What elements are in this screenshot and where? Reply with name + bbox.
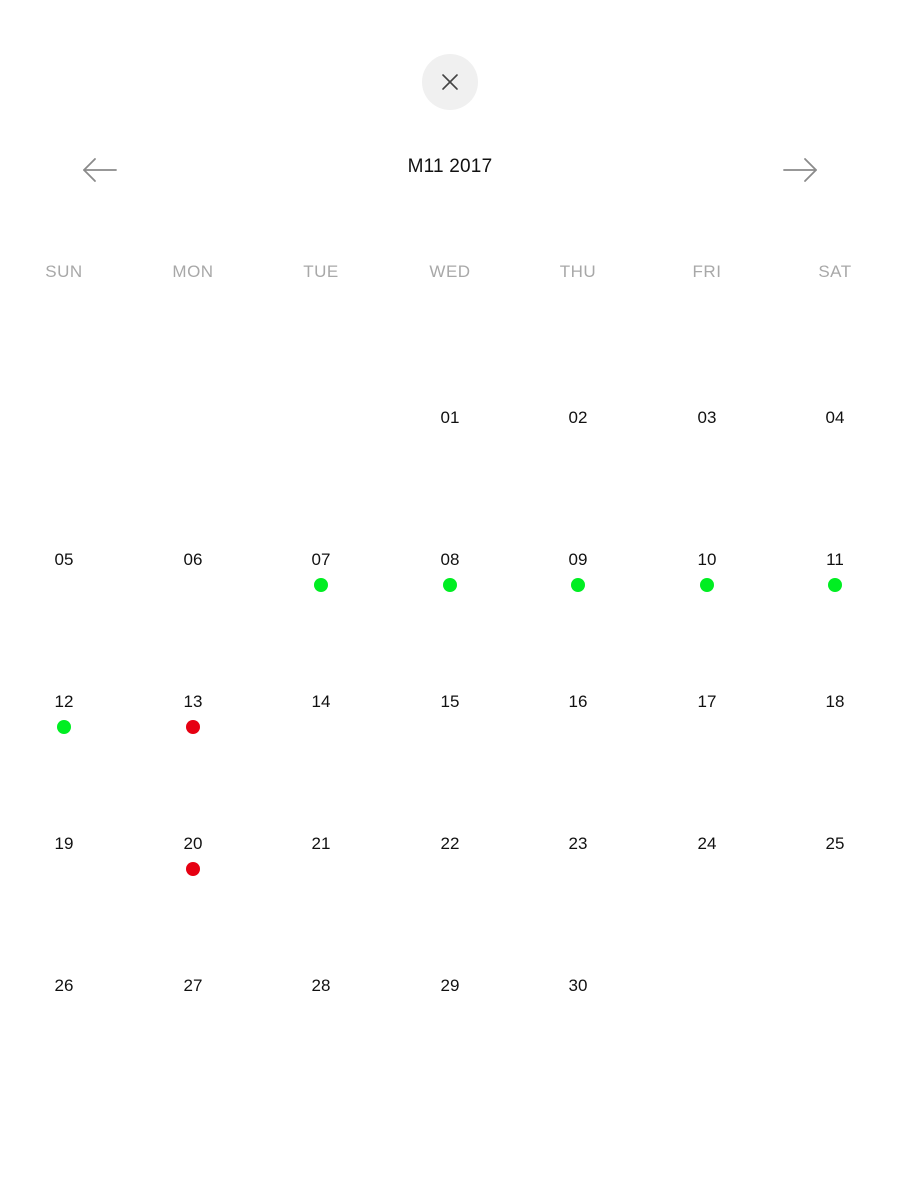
day-number: 05 [54,550,74,569]
day-number: 23 [568,834,588,853]
red-status-dot [186,862,200,876]
day-cell-11[interactable]: 11 [785,550,885,620]
arrow-right-icon [783,158,817,182]
weekday-tue: TUE [303,262,339,281]
day-cell-02[interactable]: 02 [528,408,628,478]
day-cell-25[interactable]: 25 [785,834,885,904]
day-cell-29[interactable]: 29 [400,976,500,1046]
day-cell-04[interactable]: 04 [785,408,885,478]
day-cell-14[interactable]: 14 [271,692,371,762]
day-cell-18[interactable]: 18 [785,692,885,762]
day-number: 03 [697,408,717,427]
day-cell-13[interactable]: 13 [143,692,243,762]
day-cell-19[interactable]: 19 [14,834,114,904]
day-cell-17[interactable]: 17 [657,692,757,762]
green-status-dot [571,578,585,592]
day-number: 26 [54,976,74,995]
day-number: 25 [825,834,845,853]
day-cell-26[interactable]: 26 [14,976,114,1046]
weekday-header-row: SUN MON TUE WED THU FRI SAT [0,262,900,290]
day-number: 20 [183,834,203,853]
green-status-dot [828,578,842,592]
day-number: 18 [825,692,845,711]
day-cell-10[interactable]: 10 [657,550,757,620]
day-cell-08[interactable]: 08 [400,550,500,620]
day-number: 29 [440,976,460,995]
arrow-left-icon [83,158,117,182]
month-header: M11 2017 [0,140,900,200]
day-number: 14 [311,692,331,711]
day-number: 19 [54,834,74,853]
day-cell-27[interactable]: 27 [143,976,243,1046]
day-cell-03[interactable]: 03 [657,408,757,478]
day-number: 11 [826,550,844,569]
day-cell-20[interactable]: 20 [143,834,243,904]
day-number: 13 [183,692,203,711]
weekday-mon: MON [172,262,214,281]
day-cell-15[interactable]: 15 [400,692,500,762]
day-cell-06[interactable]: 06 [143,550,243,620]
day-cell-12[interactable]: 12 [14,692,114,762]
day-cell-22[interactable]: 22 [400,834,500,904]
day-number: 24 [697,834,717,853]
close-button[interactable] [422,54,478,110]
weekday-fri: FRI [692,262,722,281]
weekday-wed: WED [429,262,471,281]
day-cell-30[interactable]: 30 [528,976,628,1046]
day-cell-24[interactable]: 24 [657,834,757,904]
red-status-dot [186,720,200,734]
green-status-dot [314,578,328,592]
previous-month-button[interactable] [80,154,120,186]
day-number: 10 [697,550,717,569]
day-number: 07 [311,550,331,569]
day-number: 04 [825,408,845,427]
day-cell-07[interactable]: 07 [271,550,371,620]
day-cell-01[interactable]: 01 [400,408,500,478]
day-cell-09[interactable]: 09 [528,550,628,620]
green-status-dot [57,720,71,734]
green-status-dot [700,578,714,592]
day-number: 12 [54,692,74,711]
day-number: 08 [440,550,460,569]
month-title: M11 2017 [407,156,493,177]
weekday-sat: SAT [818,262,852,281]
day-number: 09 [568,550,588,569]
day-number: 27 [183,976,203,995]
day-number: 22 [440,834,460,853]
weekday-sun: SUN [45,262,83,281]
day-number: 02 [568,408,588,427]
day-cell-23[interactable]: 23 [528,834,628,904]
next-month-button[interactable] [780,154,820,186]
day-cell-21[interactable]: 21 [271,834,371,904]
green-status-dot [443,578,457,592]
day-number: 06 [183,550,203,569]
day-number: 16 [568,692,588,711]
day-number: 01 [440,408,460,427]
day-cell-28[interactable]: 28 [271,976,371,1046]
day-number: 28 [311,976,331,995]
day-number: 21 [311,834,331,853]
day-number: 30 [568,976,588,995]
day-number: 17 [697,692,717,711]
day-cell-05[interactable]: 05 [14,550,114,620]
day-number: 15 [440,692,460,711]
weekday-thu: THU [559,262,597,281]
close-icon [442,74,458,90]
day-cell-16[interactable]: 16 [528,692,628,762]
